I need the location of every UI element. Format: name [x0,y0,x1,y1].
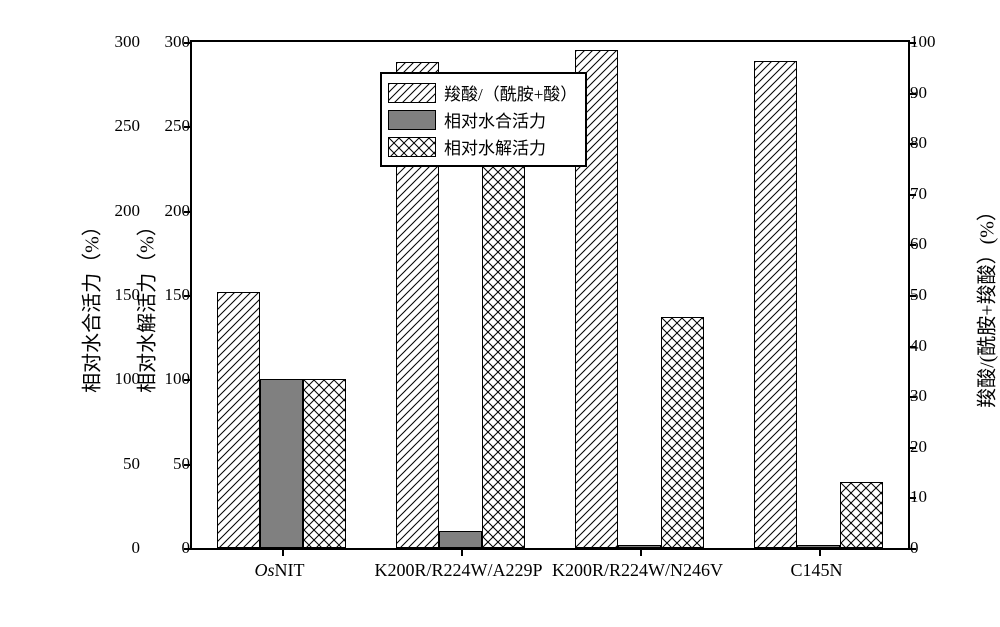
y-tick-label: 0 [910,538,950,558]
y-tick-label: 80 [910,133,950,153]
tick-mark [908,396,916,398]
bar-s3 [661,317,704,548]
tick-mark [461,548,463,556]
y-tick-label: 100 [100,369,140,389]
tick-mark [908,497,916,499]
tick-mark [908,143,916,145]
tick-mark [184,464,192,466]
tick-mark [908,548,916,550]
tick-mark [908,346,916,348]
legend-swatch-solid [388,110,436,130]
y-tick-label: 30 [910,386,950,406]
bar-s3 [840,482,883,548]
y-tick-label: 200 [100,201,140,221]
y-tick-label: 0 [100,538,140,558]
legend-label-s1: 羧酸/（酰胺+酸） [444,80,577,105]
legend-item-s1: 羧酸/（酰胺+酸） [388,80,577,105]
bar-s1 [754,61,797,548]
legend-swatch-diag [388,83,436,103]
legend-item-s3: 相对水解活力 [388,134,577,159]
tick-mark [640,548,642,556]
tick-mark [908,447,916,449]
y-tick-label: 10 [910,487,950,507]
x-tick-label: K200R/R224W/A229P [374,560,542,581]
bar-s2 [260,379,303,548]
y-tick-label: 100 [910,32,950,52]
chart-container: 相对水合活力（%） 相对水解活力（%） 羧酸/(酰胺+羧酸）(%） 050100… [20,20,1000,607]
y-tick-label: 20 [910,437,950,457]
tick-mark [184,295,192,297]
bar-s1 [217,292,260,548]
y-tick-label: 150 [100,285,140,305]
y3-title: 羧酸/(酰胺+羧酸）(%） [971,185,1000,425]
x-tick-label: OsNIT [254,560,304,581]
bar-s2 [439,531,482,548]
x-tick-label: C145N [790,560,842,581]
tick-mark [282,548,284,556]
y-tick-label: 50 [100,454,140,474]
tick-mark [819,548,821,556]
y-tick-label: 90 [910,83,950,103]
plot-area: 羧酸/（酰胺+酸） 相对水合活力 相对水解活力 [190,40,910,550]
tick-mark [908,194,916,196]
y3-axis: 0102030405060708090100 [910,40,950,550]
legend-swatch-cross [388,137,436,157]
tick-mark [184,42,192,44]
legend: 羧酸/（酰胺+酸） 相对水合活力 相对水解活力 [380,72,587,167]
y-tick-label: 300 [100,32,140,52]
y-tick-label: 40 [910,336,950,356]
legend-item-s2: 相对水合活力 [388,107,577,132]
legend-label-s2: 相对水合活力 [444,107,546,132]
y-tick-label: 250 [100,116,140,136]
tick-mark [908,42,916,44]
y-tick-label: 50 [910,285,950,305]
tick-mark [184,211,192,213]
bar-s3 [303,379,346,548]
tick-mark [908,295,916,297]
y-tick-label: 60 [910,234,950,254]
tick-mark [184,126,192,128]
tick-mark [184,379,192,381]
tick-mark [908,244,916,246]
tick-mark [184,548,192,550]
x-tick-label: K200R/R224W/N246V [552,560,723,581]
tick-mark [908,93,916,95]
y-tick-label: 70 [910,184,950,204]
y1-axis: 050100150200250300 [100,40,140,550]
legend-label-s3: 相对水解活力 [444,134,546,159]
